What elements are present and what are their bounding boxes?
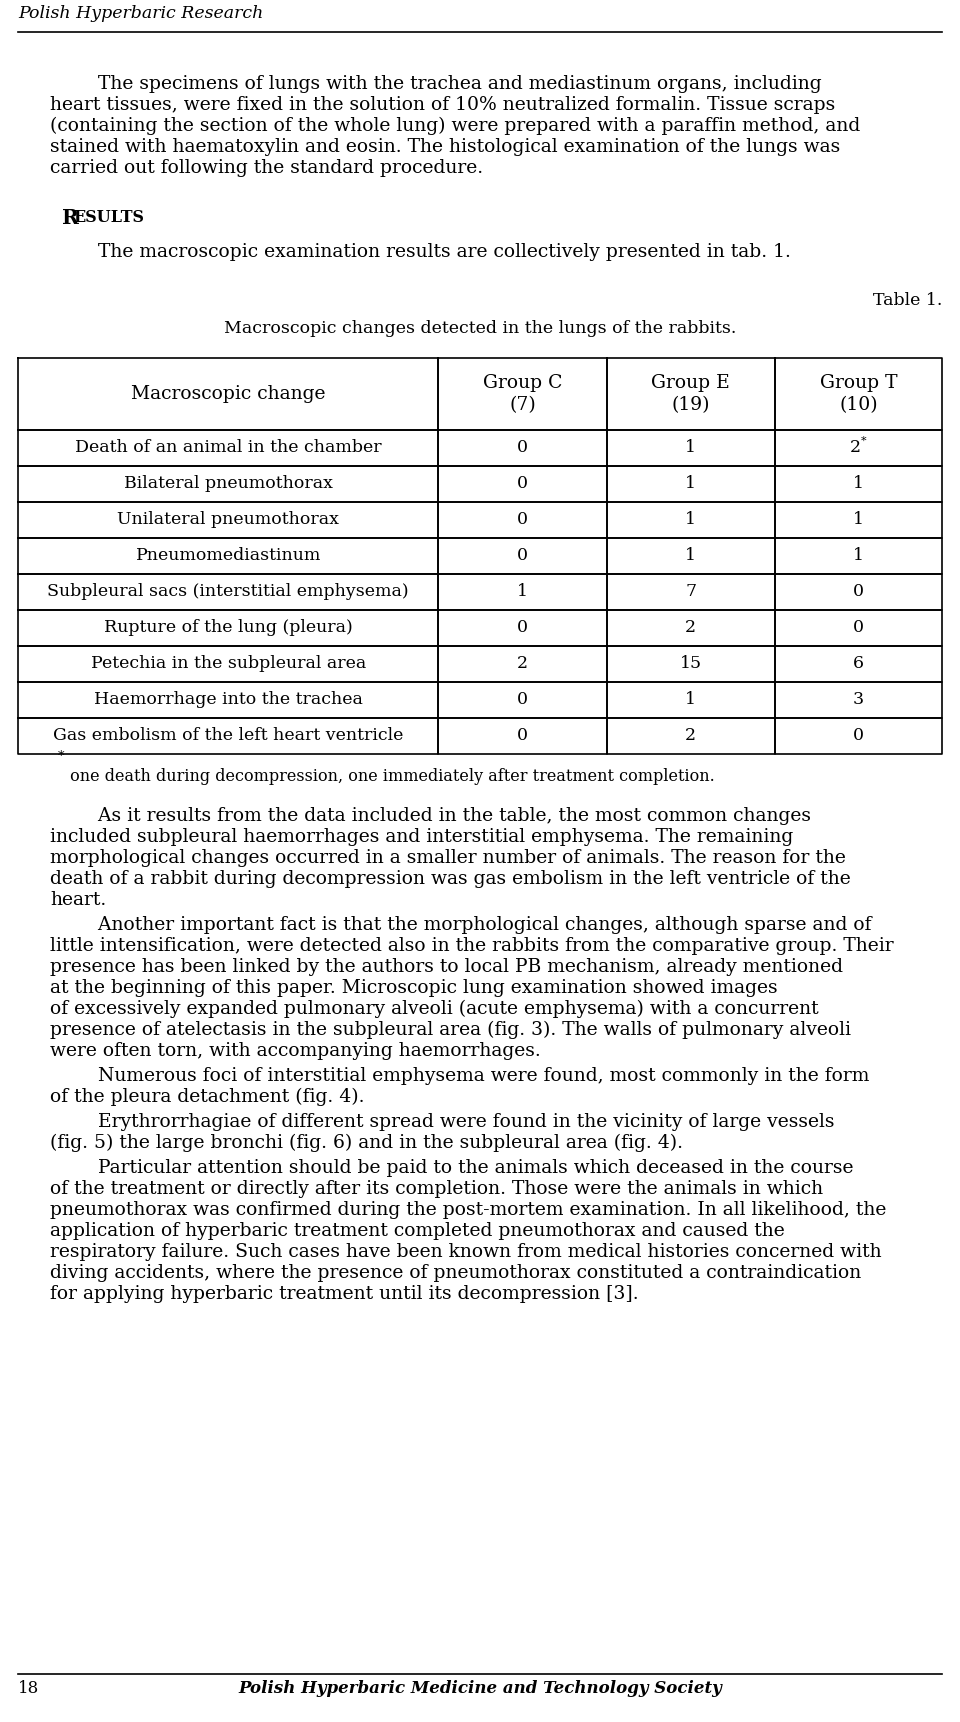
Text: Another important fact is that the morphological changes, although sparse and of: Another important fact is that the morph…	[50, 916, 872, 933]
Text: 0: 0	[517, 511, 528, 529]
Text: 15: 15	[680, 656, 702, 673]
Text: 0: 0	[517, 727, 528, 744]
Text: Group C: Group C	[483, 374, 563, 393]
Text: carried out following the standard procedure.: carried out following the standard proce…	[50, 158, 483, 177]
Text: The specimens of lungs with the trachea and mediastinum organs, including: The specimens of lungs with the trachea …	[50, 76, 822, 93]
Text: 2: 2	[685, 620, 696, 637]
Text: Unilateral pneumothorax: Unilateral pneumothorax	[117, 511, 339, 529]
Text: diving accidents, where the presence of pneumothorax constituted a contraindicat: diving accidents, where the presence of …	[50, 1264, 861, 1281]
Text: (10): (10)	[839, 396, 877, 413]
Text: (7): (7)	[509, 396, 536, 413]
Text: (19): (19)	[671, 396, 710, 413]
Text: The macroscopic examination results are collectively presented in tab. 1.: The macroscopic examination results are …	[50, 243, 791, 262]
Text: Subpleural sacs (interstitial emphysema): Subpleural sacs (interstitial emphysema)	[47, 584, 409, 601]
Text: R: R	[62, 208, 79, 227]
Text: As it results from the data included in the table, the most common changes: As it results from the data included in …	[50, 808, 811, 825]
Text: 6: 6	[852, 656, 864, 673]
Text: Group T: Group T	[820, 374, 898, 393]
Text: 1: 1	[852, 548, 864, 565]
Text: were often torn, with accompanying haemorrhages.: were often torn, with accompanying haemo…	[50, 1042, 540, 1061]
Text: application of hyperbaric treatment completed pneumothorax and caused the: application of hyperbaric treatment comp…	[50, 1223, 784, 1240]
Text: 0: 0	[852, 727, 864, 744]
Text: Death of an animal in the chamber: Death of an animal in the chamber	[75, 439, 381, 456]
Text: 1: 1	[685, 475, 696, 492]
Text: 3: 3	[852, 692, 864, 708]
Text: 1: 1	[517, 584, 528, 601]
Text: presence of atelectasis in the subpleural area (fig. 3). The walls of pulmonary : presence of atelectasis in the subpleura…	[50, 1021, 851, 1040]
Text: one death during decompression, one immediately after treatment completion.: one death during decompression, one imme…	[65, 768, 715, 785]
Text: Bilateral pneumothorax: Bilateral pneumothorax	[124, 475, 333, 492]
Text: Polish Hyperbaric Medicine and Technology Society: Polish Hyperbaric Medicine and Technolog…	[238, 1681, 722, 1696]
Text: of the treatment or directly after its completion. Those were the animals in whi: of the treatment or directly after its c…	[50, 1180, 823, 1199]
Text: of excessively expanded pulmonary alveoli (acute emphysema) with a concurrent: of excessively expanded pulmonary alveol…	[50, 1000, 819, 1018]
Text: 0: 0	[517, 439, 528, 456]
Text: (containing the section of the whole lung) were prepared with a paraffin method,: (containing the section of the whole lun…	[50, 117, 860, 136]
Text: pneumothorax was confirmed during the post-mortem examination. In all likelihood: pneumothorax was confirmed during the po…	[50, 1200, 886, 1219]
Text: death of a rabbit during decompression was gas embolism in the left ventricle of: death of a rabbit during decompression w…	[50, 870, 851, 889]
Text: presence has been linked by the authors to local PB mechanism, already mentioned: presence has been linked by the authors …	[50, 957, 843, 976]
Text: Petechia in the subpleural area: Petechia in the subpleural area	[90, 656, 366, 673]
Text: 1: 1	[852, 475, 864, 492]
Text: 1: 1	[685, 511, 696, 529]
Text: *: *	[58, 751, 64, 763]
Text: Erythrorrhagiae of different spread were found in the vicinity of large vessels: Erythrorrhagiae of different spread were…	[50, 1112, 834, 1131]
Text: 7: 7	[685, 584, 696, 601]
Text: 0: 0	[517, 620, 528, 637]
Text: *: *	[860, 436, 866, 446]
Text: 1: 1	[685, 439, 696, 456]
Text: Polish Hyperbaric Research: Polish Hyperbaric Research	[18, 5, 263, 22]
Text: Table 1.: Table 1.	[873, 293, 942, 308]
Text: Numerous foci of interstitial emphysema were found, most commonly in the form: Numerous foci of interstitial emphysema …	[50, 1068, 870, 1085]
Text: heart.: heart.	[50, 890, 107, 909]
Text: Haemorrhage into the trachea: Haemorrhage into the trachea	[94, 692, 363, 708]
Text: Group E: Group E	[651, 374, 730, 393]
Text: 2: 2	[685, 727, 696, 744]
Text: Pneumomediastinum: Pneumomediastinum	[135, 548, 321, 565]
Text: Macroscopic change: Macroscopic change	[131, 386, 325, 403]
Text: 1: 1	[685, 692, 696, 708]
Text: little intensification, were detected also in the rabbits from the comparative g: little intensification, were detected al…	[50, 937, 894, 956]
Text: at the beginning of this paper. Microscopic lung examination showed images: at the beginning of this paper. Microsco…	[50, 980, 778, 997]
Text: Rupture of the lung (pleura): Rupture of the lung (pleura)	[104, 620, 352, 637]
Text: respiratory failure. Such cases have been known from medical histories concerned: respiratory failure. Such cases have bee…	[50, 1243, 881, 1261]
Text: 0: 0	[852, 584, 864, 601]
Text: 0: 0	[852, 620, 864, 637]
Text: 0: 0	[517, 692, 528, 708]
Text: Gas embolism of the left heart ventricle: Gas embolism of the left heart ventricle	[53, 727, 403, 744]
Text: 1: 1	[852, 511, 864, 529]
Text: 0: 0	[517, 475, 528, 492]
Text: Macroscopic changes detected in the lungs of the rabbits.: Macroscopic changes detected in the lung…	[224, 320, 736, 338]
Text: 0: 0	[517, 548, 528, 565]
Text: stained with haematoxylin and eosin. The histological examination of the lungs w: stained with haematoxylin and eosin. The…	[50, 138, 840, 157]
Text: included subpleural haemorrhages and interstitial emphysema. The remaining: included subpleural haemorrhages and int…	[50, 828, 793, 846]
Text: (fig. 5) the large bronchi (fig. 6) and in the subpleural area (fig. 4).: (fig. 5) the large bronchi (fig. 6) and …	[50, 1135, 683, 1152]
Text: morphological changes occurred in a smaller number of animals. The reason for th: morphological changes occurred in a smal…	[50, 849, 846, 866]
Text: 18: 18	[18, 1681, 39, 1696]
Text: 2: 2	[850, 439, 861, 456]
Text: 1: 1	[685, 548, 696, 565]
Text: 2: 2	[516, 656, 528, 673]
Text: of the pleura detachment (fig. 4).: of the pleura detachment (fig. 4).	[50, 1088, 365, 1106]
Text: for applying hyperbaric treatment until its decompression [3].: for applying hyperbaric treatment until …	[50, 1285, 638, 1304]
Text: Particular attention should be paid to the animals which deceased in the course: Particular attention should be paid to t…	[50, 1159, 853, 1178]
Text: heart tissues, were fixed in the solution of 10% neutralized formalin. Tissue sc: heart tissues, were fixed in the solutio…	[50, 96, 835, 114]
Text: ESULTS: ESULTS	[73, 208, 144, 226]
